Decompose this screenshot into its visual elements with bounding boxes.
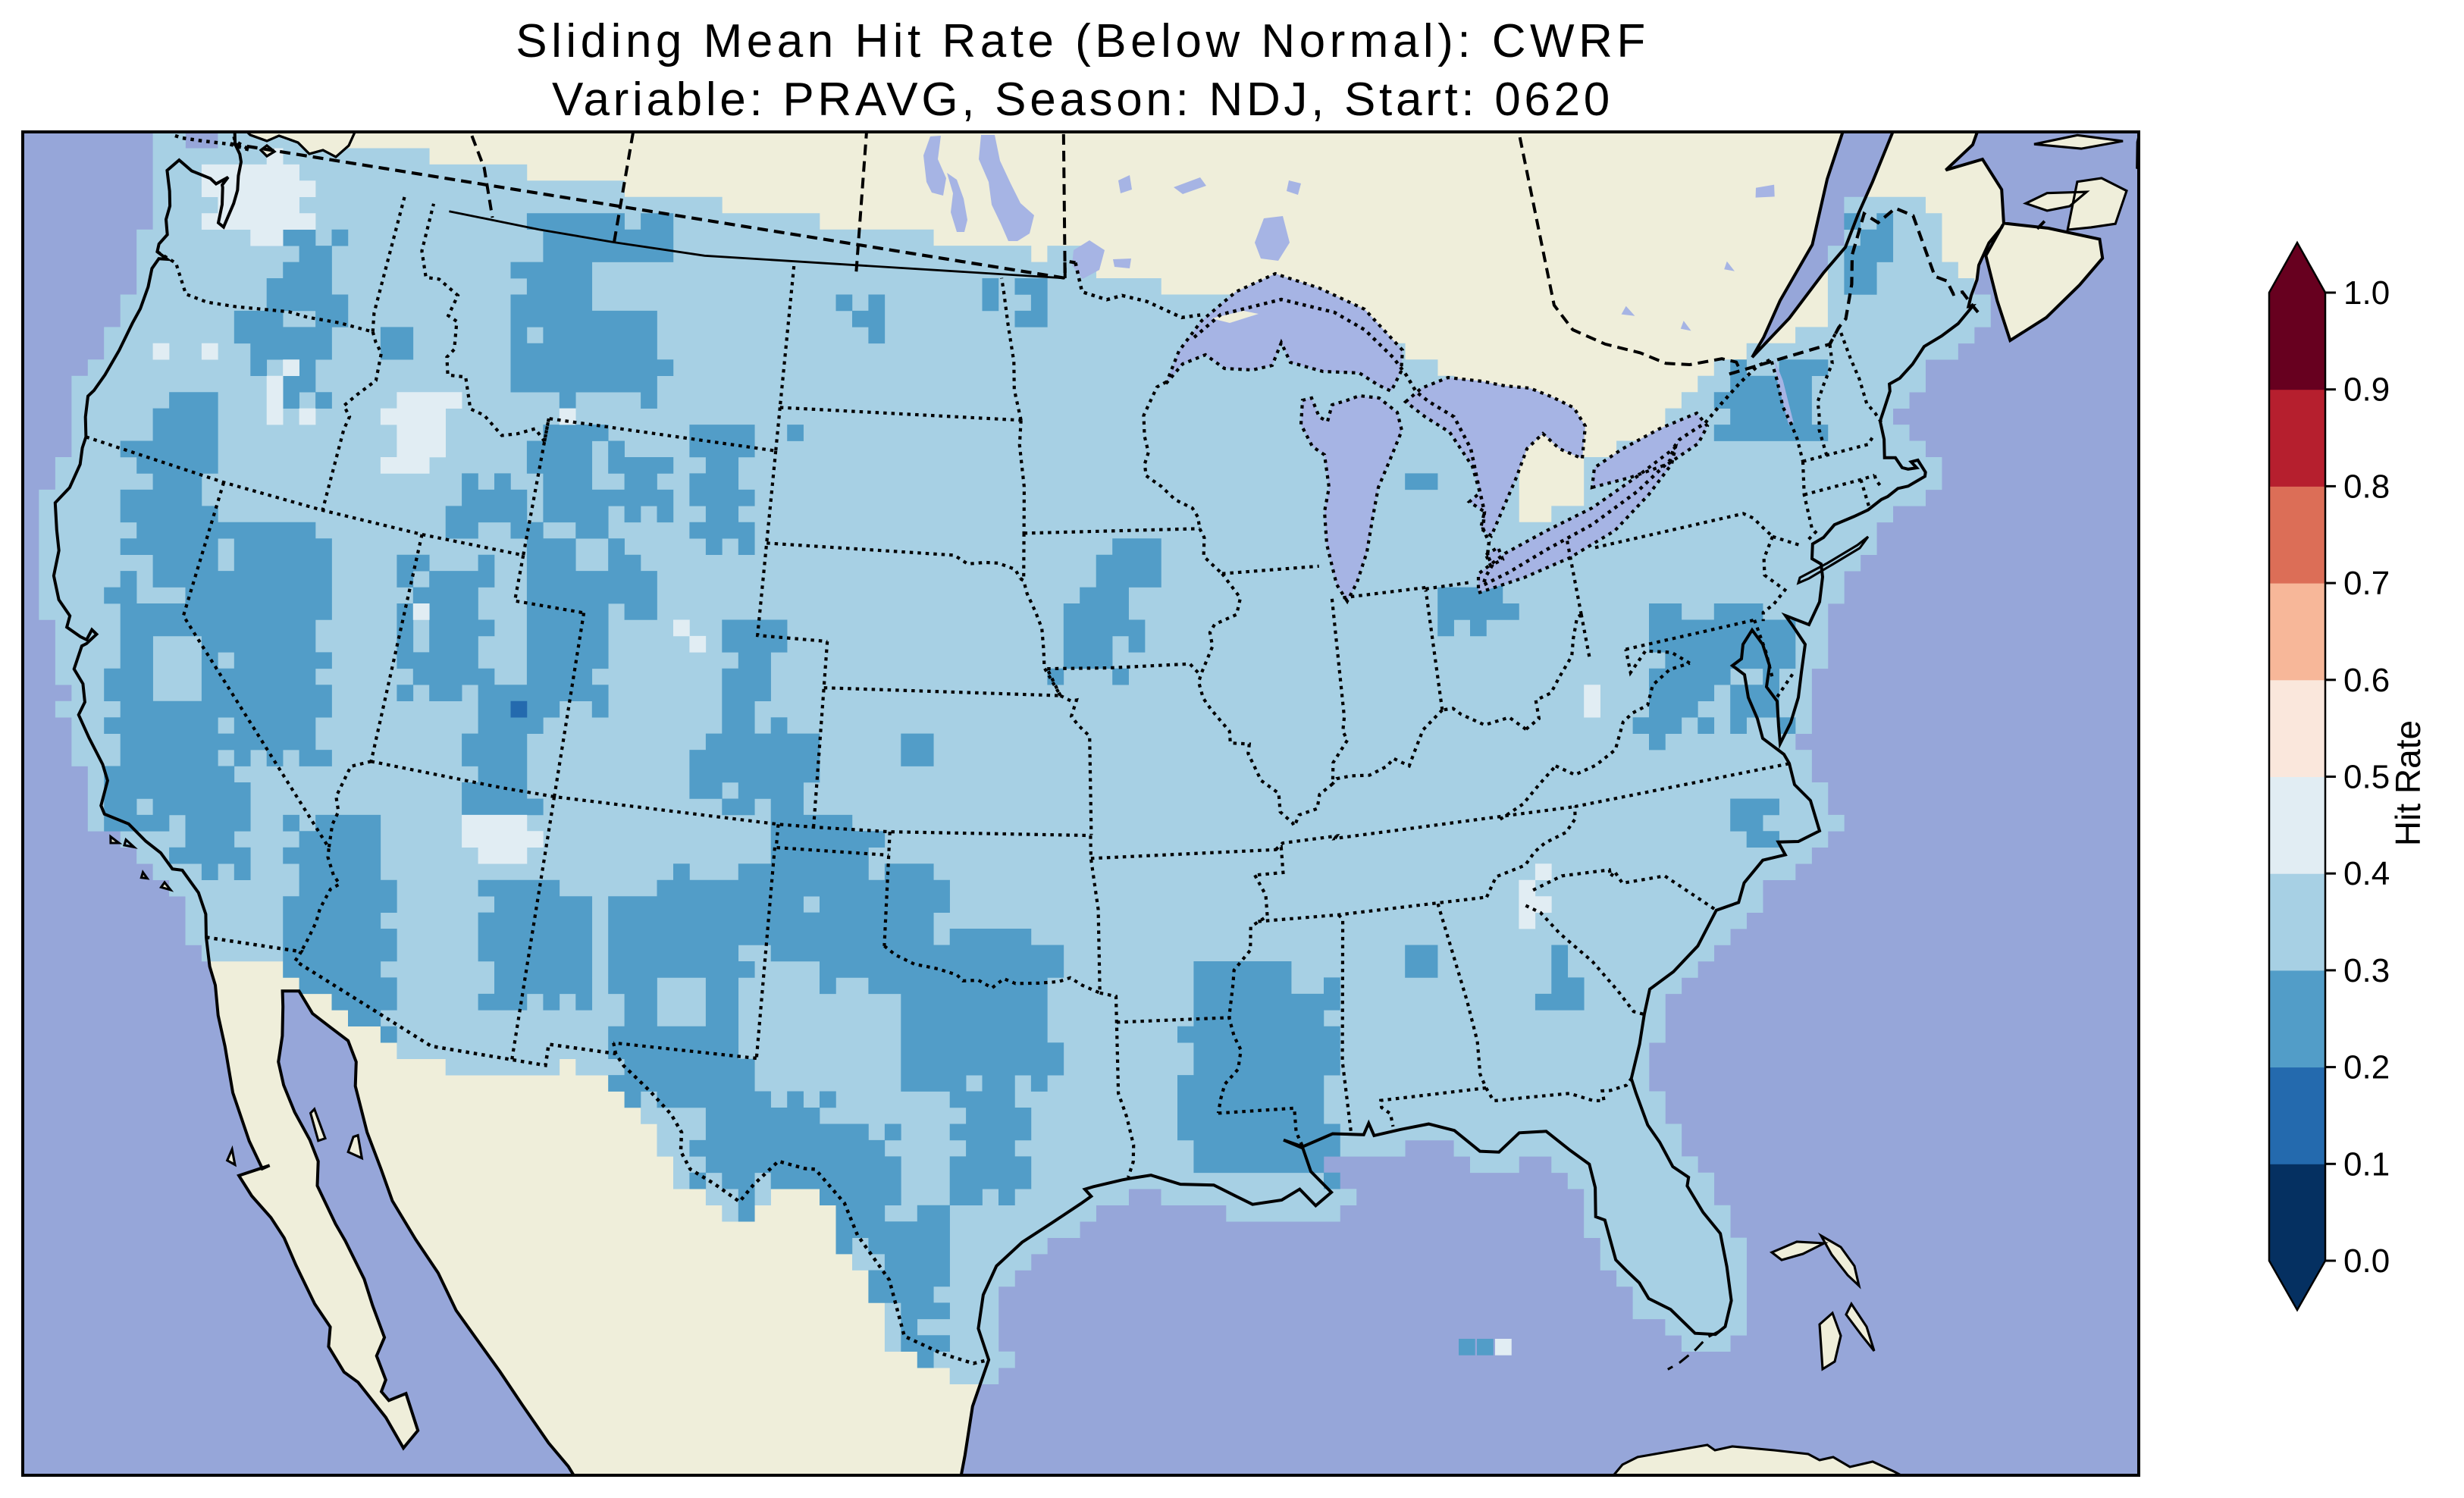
svg-text:Sliding Mean Hit Rate (Below N: Sliding Mean Hit Rate (Below Normal): CW… (516, 15, 1649, 67)
svg-text:0.4: 0.4 (2343, 855, 2390, 892)
svg-text:0.0: 0.0 (2343, 1243, 2390, 1280)
svg-text:Hit Rate: Hit Rate (2388, 720, 2428, 846)
svg-text:0.1: 0.1 (2343, 1145, 2390, 1183)
svg-text:0.7: 0.7 (2343, 565, 2390, 602)
svg-text:0.6: 0.6 (2343, 662, 2390, 699)
svg-text:0.8: 0.8 (2343, 468, 2390, 505)
svg-text:1.0: 1.0 (2343, 274, 2390, 312)
svg-text:0.2: 0.2 (2343, 1049, 2390, 1086)
svg-text:0.3: 0.3 (2343, 952, 2390, 989)
svg-text:0.5: 0.5 (2343, 759, 2390, 796)
svg-text:0.9: 0.9 (2343, 371, 2390, 409)
svg-text:Variable: PRAVG, Season: NDJ,: Variable: PRAVG, Season: NDJ, Start: 062… (552, 74, 1613, 126)
